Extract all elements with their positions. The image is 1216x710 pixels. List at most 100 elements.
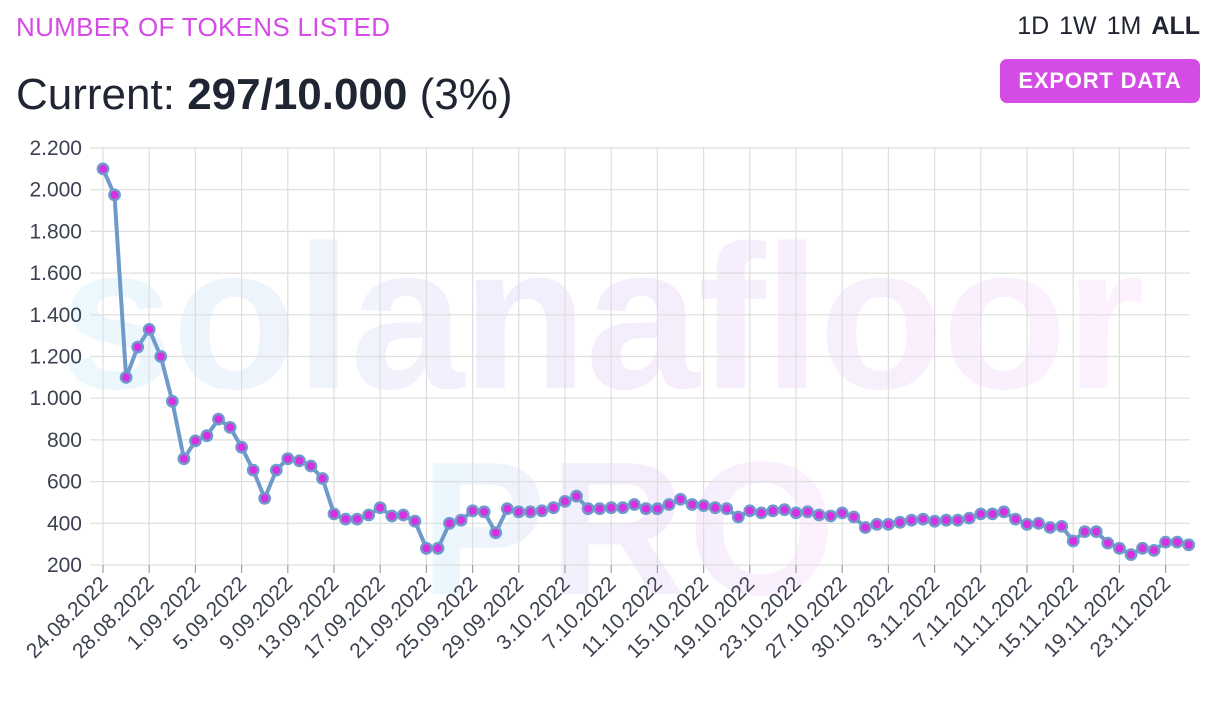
time-range-tabs: 1D 1W 1M ALL <box>1017 12 1200 41</box>
data-point <box>223 420 237 434</box>
data-point <box>928 514 941 528</box>
data-point <box>743 504 757 518</box>
y-tick-label: 400 <box>47 512 82 535</box>
data-point <box>1020 517 1034 531</box>
y-tick-label: 1.800 <box>29 220 82 243</box>
data-point <box>165 394 179 408</box>
data-point <box>1170 535 1184 549</box>
current-summary: Current: 297/10.000 (3%) <box>16 70 513 120</box>
data-point <box>766 504 780 518</box>
data-point <box>997 505 1011 519</box>
data-point <box>131 340 145 354</box>
data-point <box>292 454 306 468</box>
data-point <box>443 516 456 530</box>
data-point <box>489 526 503 540</box>
data-point <box>304 459 318 473</box>
data-point <box>466 504 479 518</box>
data-point <box>789 506 803 520</box>
data-point <box>858 521 872 534</box>
data-point <box>824 509 838 523</box>
current-percent: (3%) <box>419 70 513 119</box>
data-point <box>558 494 572 508</box>
data-point <box>974 507 988 521</box>
data-point <box>951 513 965 527</box>
data-point <box>524 505 537 519</box>
data-point <box>1101 536 1115 550</box>
data-point <box>778 503 791 517</box>
data-point <box>431 541 445 555</box>
y-tick-label: 200 <box>47 554 82 577</box>
data-point <box>905 513 918 527</box>
data-point <box>350 512 364 526</box>
data-point <box>801 505 814 519</box>
data-point <box>419 541 433 555</box>
data-point <box>108 188 121 202</box>
data-point <box>154 350 168 363</box>
y-tick-label: 2.000 <box>29 179 82 202</box>
data-point <box>893 515 907 529</box>
data-point <box>1159 535 1173 549</box>
data-point <box>258 491 272 505</box>
data-point <box>570 489 583 503</box>
y-tick-label: 1.400 <box>29 304 82 327</box>
data-point <box>1055 520 1069 533</box>
data-point <box>835 506 849 520</box>
data-point <box>246 463 260 477</box>
data-point <box>547 501 560 515</box>
data-point <box>962 511 976 525</box>
y-tick-label: 1.200 <box>29 346 82 369</box>
data-point <box>396 508 410 522</box>
data-point <box>500 502 514 516</box>
data-point <box>731 510 745 524</box>
data-point <box>604 501 618 515</box>
data-point <box>627 498 641 511</box>
data-point <box>870 517 884 531</box>
data-point <box>212 412 225 426</box>
data-point <box>812 508 826 522</box>
data-point <box>535 504 549 518</box>
tab-1m[interactable]: 1M <box>1106 12 1142 40</box>
data-point <box>454 513 468 527</box>
data-point <box>674 492 687 506</box>
tab-all[interactable]: ALL <box>1151 12 1200 40</box>
data-point <box>235 440 249 454</box>
data-point <box>755 506 768 520</box>
data-point <box>1066 534 1080 548</box>
current-label: Current: <box>16 70 175 119</box>
data-point <box>142 322 156 336</box>
data-point <box>385 509 399 523</box>
data-point <box>581 502 595 516</box>
data-point <box>281 452 295 466</box>
data-point <box>986 507 999 521</box>
data-point <box>882 517 895 531</box>
data-point <box>119 370 133 384</box>
data-point <box>651 502 664 516</box>
data-point <box>477 505 491 519</box>
data-point <box>1113 541 1126 555</box>
tab-1d[interactable]: 1D <box>1017 12 1050 40</box>
y-tick-label: 600 <box>47 471 82 494</box>
data-point <box>373 501 387 515</box>
data-point <box>616 501 630 515</box>
data-point <box>1089 525 1103 538</box>
export-data-button[interactable]: EXPORT DATA <box>1000 59 1200 103</box>
y-tick-label: 800 <box>47 429 82 452</box>
data-point <box>916 512 930 526</box>
data-point <box>1124 548 1138 561</box>
data-point <box>269 463 283 477</box>
data-point <box>720 502 734 516</box>
current-value: 297/10.000 <box>187 70 408 119</box>
data-point <box>1136 541 1149 555</box>
data-point <box>1078 525 1092 538</box>
data-point <box>697 499 710 512</box>
data-point <box>327 507 341 521</box>
data-point <box>1182 538 1196 552</box>
data-point <box>1009 512 1022 526</box>
data-point <box>662 498 676 511</box>
data-point <box>593 502 607 516</box>
data-point <box>200 429 214 443</box>
tab-1w[interactable]: 1W <box>1059 12 1097 40</box>
data-point <box>847 510 861 524</box>
data-point <box>339 512 352 526</box>
